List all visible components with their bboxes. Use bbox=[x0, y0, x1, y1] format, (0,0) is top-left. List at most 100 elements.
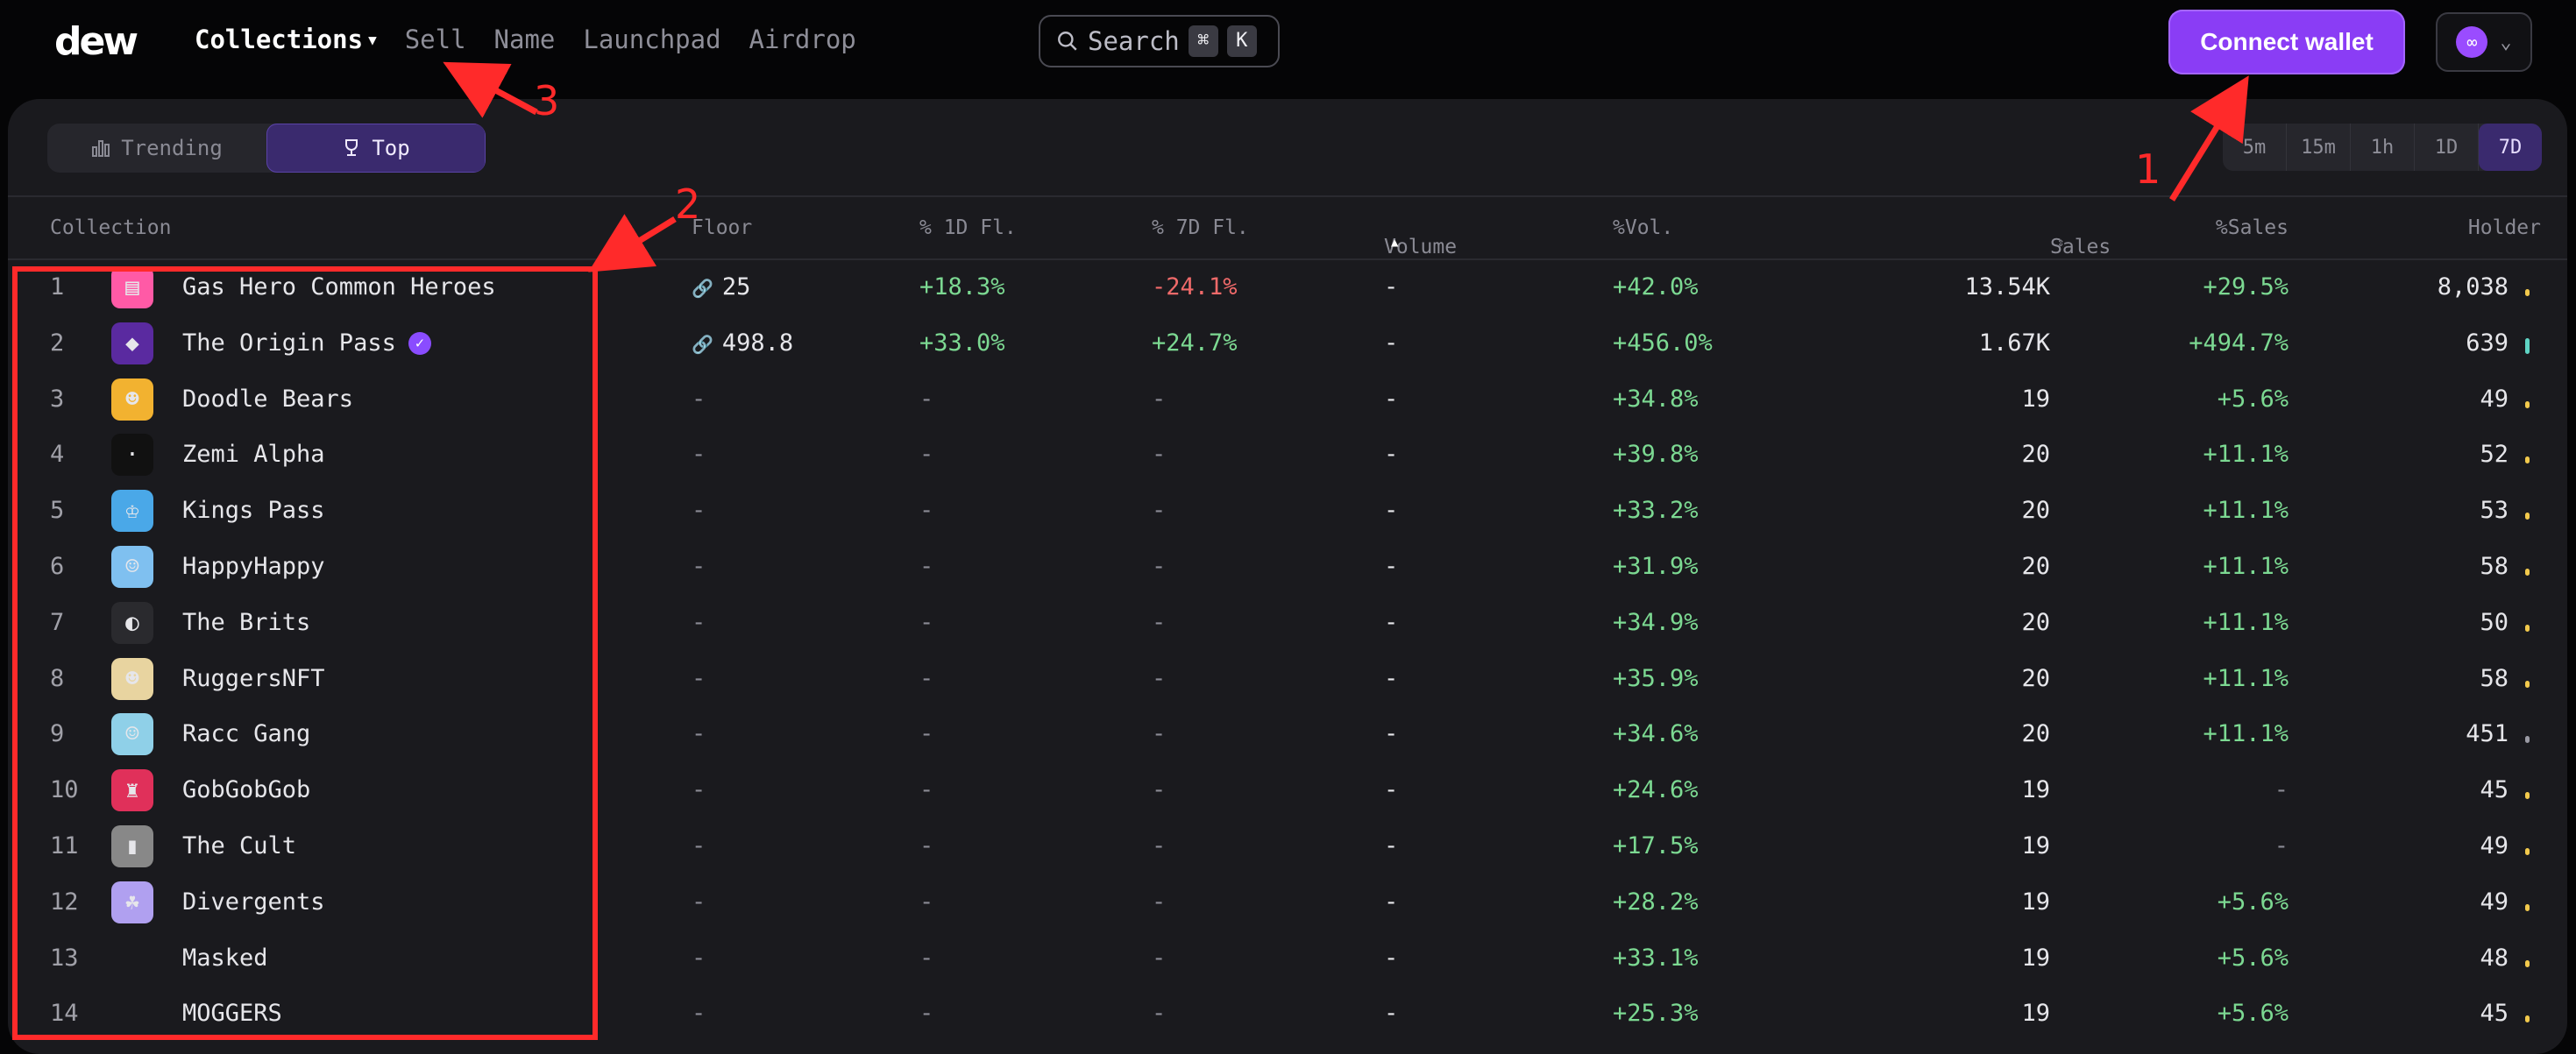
col-volume-label: Volume bbox=[1384, 236, 1458, 258]
floor-value: 498.8 bbox=[721, 329, 794, 357]
floor-value: - bbox=[692, 720, 706, 748]
main-nav: Collections ▼ Sell Name Launchpad Airdrop bbox=[195, 25, 856, 54]
floor-7d-change: - bbox=[1152, 664, 1167, 692]
volume-pct: +33.2% bbox=[1613, 497, 1699, 525]
table-row[interactable]: 6 ☺ HappyHappy - - - - +31.9% 20 +11.1% … bbox=[8, 539, 2567, 595]
collection-name[interactable]: Masked bbox=[182, 944, 268, 972]
table-row[interactable]: 2 ◆ The Origin Pass ✓ 🔗 498.8 +33.0% +24.7… bbox=[8, 315, 2567, 371]
sales-pct: +11.1% bbox=[2203, 441, 2289, 469]
connect-wallet-button[interactable]: Connect wallet bbox=[2168, 10, 2405, 74]
sales-value: 19 bbox=[2021, 1000, 2050, 1028]
floor-1d-change: - bbox=[919, 776, 934, 804]
collection-name[interactable]: HappyHappy bbox=[182, 553, 325, 580]
collection-name-text: GobGobGob bbox=[182, 776, 311, 804]
timeframe-1h[interactable]: 1h bbox=[2351, 124, 2415, 171]
rank: 12 bbox=[50, 888, 79, 916]
col-7d-floor[interactable]: % 7D Fl. bbox=[1152, 216, 1249, 239]
floor-7d-change: - bbox=[1152, 776, 1167, 804]
nav-launchpad[interactable]: Launchpad bbox=[583, 25, 721, 54]
volume-pct: +34.8% bbox=[1613, 385, 1699, 413]
collection-avatar: ♔ bbox=[111, 490, 153, 533]
table-row[interactable]: 9 ☺ Racc Gang - - - - +34.6% 20 +11.1% 4… bbox=[8, 706, 2567, 762]
collection-name[interactable]: RuggersNFT bbox=[182, 665, 325, 692]
search-button[interactable]: Search ⌘ K bbox=[1039, 15, 1280, 67]
col-holder[interactable]: Holder bbox=[2467, 216, 2541, 239]
collection-name[interactable]: Zemi Alpha bbox=[182, 441, 325, 468]
volume-pct: +39.8% bbox=[1613, 441, 1699, 469]
floor-value: - bbox=[692, 497, 706, 525]
holder-indicator bbox=[2525, 289, 2530, 296]
table-row[interactable]: 3 ☻ Doodle Bears - - - - +34.8% 19 +5.6%… bbox=[8, 371, 2567, 428]
floor-1d-change: - bbox=[919, 831, 934, 859]
col-1d-floor[interactable]: % 1D Fl. bbox=[919, 216, 1017, 239]
volume-value: - bbox=[1384, 776, 1399, 804]
collection-name[interactable]: The Origin Pass ✓ bbox=[182, 329, 431, 357]
sales-value: 19 bbox=[2021, 385, 2050, 413]
floor-value: - bbox=[692, 776, 706, 804]
nav-collections[interactable]: Collections ▼ bbox=[195, 25, 377, 54]
col-sales-pct[interactable]: %Sales bbox=[2215, 216, 2289, 239]
rank: 7 bbox=[50, 608, 65, 636]
timeframe-1d[interactable]: 1D bbox=[2415, 124, 2479, 171]
collection-avatar: ◐ bbox=[111, 601, 153, 644]
collection-name-text: Kings Pass bbox=[182, 497, 325, 525]
timeframe-15m[interactable]: 15m bbox=[2287, 124, 2351, 171]
table-row[interactable]: 7 ◐ The Brits - - - - +34.9% 20 +11.1% 5… bbox=[8, 595, 2567, 651]
collection-name[interactable]: GobGobGob bbox=[182, 776, 310, 803]
col-vol-pct[interactable]: %Vol. bbox=[1613, 216, 1674, 239]
holder-indicator bbox=[2525, 680, 2530, 688]
nav-name[interactable]: Name bbox=[493, 25, 556, 54]
holder-count: 451 bbox=[2466, 720, 2509, 748]
collection-name-text: Zemi Alpha bbox=[182, 441, 325, 469]
collection-name[interactable]: Gas Hero Common Heroes bbox=[182, 273, 496, 301]
collection-name[interactable]: Doodle Bears bbox=[182, 386, 353, 413]
account-menu-button[interactable]: ∞ ⌄ bbox=[2436, 12, 2532, 72]
nav-airdrop[interactable]: Airdrop bbox=[749, 25, 856, 54]
table-row[interactable]: 14 MOGGERS - - - - +25.3% 19 +5.6% 45 bbox=[8, 986, 2567, 1042]
holder-indicator bbox=[2525, 624, 2530, 632]
collection-name[interactable]: The Brits bbox=[182, 609, 310, 636]
tab-trending[interactable]: Trending bbox=[47, 124, 266, 173]
sales-pct: - bbox=[2274, 831, 2289, 859]
tab-top[interactable]: Top bbox=[266, 124, 486, 173]
floor-7d-change: - bbox=[1152, 497, 1167, 525]
volume-pct: +456.0% bbox=[1613, 329, 1713, 357]
table-row[interactable]: 1 ▤ Gas Hero Common Heroes 🔗 25 +18.3% -2… bbox=[8, 259, 2567, 315]
table-row[interactable]: 8 ☻ RuggersNFT - - - - +35.9% 20 +11.1% … bbox=[8, 651, 2567, 707]
sort-desc-icon: ▲ bbox=[1391, 236, 1399, 250]
collection-name[interactable]: Kings Pass bbox=[182, 497, 325, 524]
table-row[interactable]: 13 Masked - - - - +33.1% 19 +5.6% 48 bbox=[8, 930, 2567, 987]
timeframe-5m[interactable]: 5m bbox=[2223, 124, 2287, 171]
holder-indicator bbox=[2525, 903, 2530, 911]
table-row[interactable]: 10 ♜ GobGobGob - - - - +24.6% 19 - 45 bbox=[8, 762, 2567, 818]
col-collection[interactable]: Collection bbox=[50, 216, 172, 239]
table-row[interactable]: 12 ☘ Divergents - - - - +28.2% 19 +5.6% … bbox=[8, 874, 2567, 930]
collection-name-text: RuggersNFT bbox=[182, 664, 325, 692]
annotation-label-3: 3 bbox=[534, 77, 560, 124]
floor-7d-change: - bbox=[1152, 831, 1167, 859]
trophy-icon bbox=[345, 139, 358, 156]
sales-value: 20 bbox=[2021, 552, 2050, 580]
collection-avatar: · bbox=[111, 434, 153, 477]
table-row[interactable]: 5 ♔ Kings Pass - - - - +33.2% 20 +11.1% … bbox=[8, 483, 2567, 539]
logo[interactable]: dew bbox=[54, 19, 138, 64]
bar-chart-icon bbox=[92, 140, 110, 157]
collection-name[interactable]: MOGGERS bbox=[182, 1000, 282, 1027]
col-floor[interactable]: Floor bbox=[692, 216, 753, 239]
collection-name[interactable]: Racc Gang bbox=[182, 720, 310, 747]
nav-sell[interactable]: Sell bbox=[404, 25, 466, 54]
floor-1d-change: - bbox=[919, 944, 934, 972]
collection-name[interactable]: Divergents bbox=[182, 888, 325, 916]
holder-indicator bbox=[2525, 847, 2530, 855]
floor-cell: 🔗 498.8 bbox=[692, 329, 793, 357]
sales-value: 19 bbox=[2021, 831, 2050, 859]
tab-top-label: Top bbox=[372, 136, 410, 160]
collection-name[interactable]: The Cult bbox=[182, 832, 296, 859]
sales-value: 19 bbox=[2021, 888, 2050, 916]
table-row[interactable]: 4 · Zemi Alpha - - - - +39.8% 20 +11.1% … bbox=[8, 427, 2567, 483]
timeframe-7d[interactable]: 7D bbox=[2479, 124, 2542, 171]
sales-pct: +5.6% bbox=[2217, 944, 2289, 972]
floor-1d-change: - bbox=[919, 385, 934, 413]
table-row[interactable]: 11 ▮ The Cult - - - - +17.5% 19 - 49 bbox=[8, 818, 2567, 874]
volume-pct: +25.3% bbox=[1613, 1000, 1699, 1028]
